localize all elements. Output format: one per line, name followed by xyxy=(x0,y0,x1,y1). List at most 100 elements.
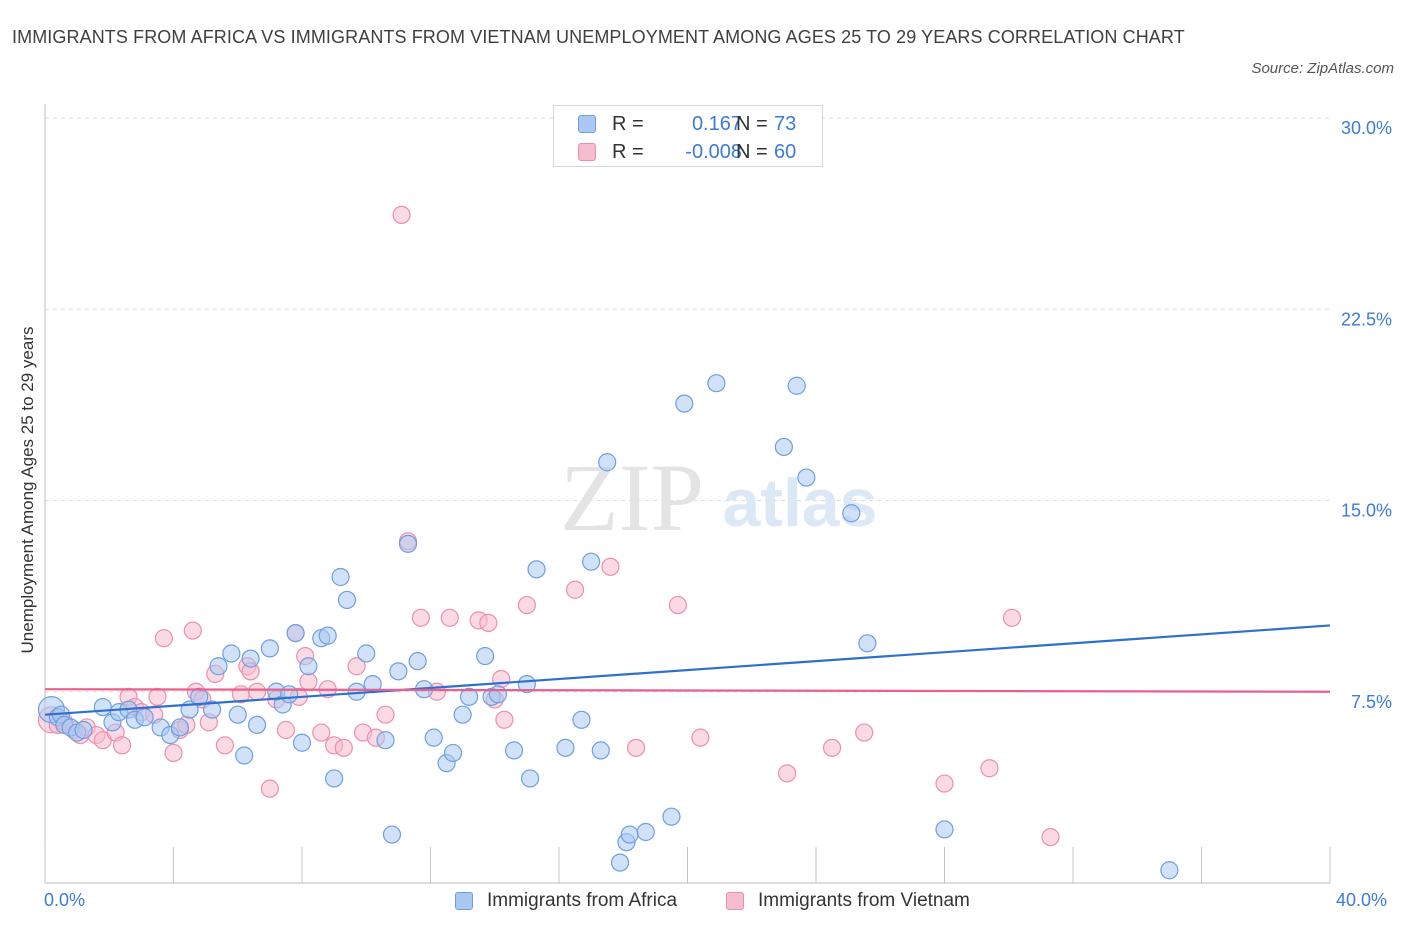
data-point-vietnam xyxy=(668,595,687,615)
data-point-africa xyxy=(398,534,418,553)
n-value: 73 xyxy=(774,113,797,135)
data-point-vietnam xyxy=(215,736,234,755)
data-point-vietnam xyxy=(935,774,954,793)
data-point-vietnam xyxy=(479,613,498,633)
data-point-africa xyxy=(662,807,681,826)
africa-swatch xyxy=(578,115,596,133)
r-label: R = xyxy=(612,113,644,135)
data-point-vietnam xyxy=(392,205,411,224)
series-legend: Immigrants from Africa Immigrants from V… xyxy=(0,889,1406,917)
data-point-africa xyxy=(286,623,305,643)
data-point-africa xyxy=(325,769,344,788)
data-point-africa xyxy=(598,453,617,472)
data-point-africa xyxy=(235,746,254,765)
data-point-africa xyxy=(504,741,524,760)
data-point-africa xyxy=(228,705,247,724)
data-point-africa xyxy=(241,649,260,668)
series-vietnam-points xyxy=(37,205,1060,847)
data-point-africa xyxy=(610,853,630,872)
data-point-africa xyxy=(260,639,279,658)
trendline-vietnam xyxy=(44,688,1331,693)
data-point-africa xyxy=(858,634,877,653)
data-point-vietnam xyxy=(517,595,536,615)
data-point-vietnam xyxy=(112,736,132,755)
y-tick-label: 7.5% xyxy=(1351,692,1392,712)
data-point-africa xyxy=(318,626,337,645)
data-point-vietnam xyxy=(276,720,296,740)
data-point-africa xyxy=(675,394,694,413)
data-point-africa xyxy=(190,687,209,706)
data-point-africa xyxy=(389,662,408,681)
axes xyxy=(44,104,1331,884)
data-point-vietnam xyxy=(492,669,511,689)
data-point-africa xyxy=(408,652,427,671)
y-tick-labels: 7.5% 15.0% 22.5% 30.0% xyxy=(1341,118,1392,712)
y-tick-label: 15.0% xyxy=(1341,501,1392,521)
data-point-africa xyxy=(337,590,357,610)
data-point-vietnam xyxy=(334,738,353,757)
data-point-africa xyxy=(797,468,816,487)
stats-legend: R = 0.167 N = 73 R = -0.008 N = 60 xyxy=(553,105,823,167)
data-point-vietnam xyxy=(247,682,267,701)
r-value: -0.008 xyxy=(685,141,742,163)
data-point-africa xyxy=(424,728,443,747)
data-point-vietnam xyxy=(164,743,183,763)
data-point-africa xyxy=(222,644,241,663)
data-point-vietnam xyxy=(855,723,874,742)
data-point-vietnam xyxy=(260,779,279,798)
data-point-africa xyxy=(331,567,350,587)
data-point-vietnam xyxy=(347,657,366,676)
data-point-vietnam xyxy=(822,738,842,757)
n-label: N = xyxy=(736,141,768,163)
data-point-africa xyxy=(357,644,376,663)
data-point-africa xyxy=(572,710,591,729)
data-point-africa xyxy=(935,820,954,839)
y-axis-label: Unemployment Among Ages 25 to 29 years xyxy=(18,326,37,654)
r-value: 0.167 xyxy=(691,113,742,135)
data-point-vietnam xyxy=(312,723,331,742)
data-point-vietnam xyxy=(691,728,710,747)
data-point-vietnam xyxy=(376,705,395,724)
data-point-africa xyxy=(280,685,299,704)
vietnam-swatch xyxy=(726,892,744,910)
data-point-africa xyxy=(247,715,267,735)
data-point-africa xyxy=(582,552,601,571)
trendline-africa xyxy=(44,624,1331,716)
data-point-africa xyxy=(1160,861,1179,880)
data-point-africa xyxy=(292,733,312,752)
data-point-vietnam xyxy=(601,557,620,576)
data-point-africa xyxy=(591,741,610,760)
legend-label-vietnam: Immigrants from Vietnam xyxy=(758,890,970,911)
data-point-vietnam xyxy=(299,672,318,691)
data-point-africa xyxy=(636,822,655,842)
data-point-vietnam xyxy=(1002,608,1022,627)
vietnam-swatch xyxy=(578,143,596,161)
data-point-vietnam xyxy=(495,710,514,729)
data-point-africa xyxy=(476,646,495,666)
n-value: 60 xyxy=(774,141,797,163)
data-point-vietnam xyxy=(154,629,173,648)
data-point-africa xyxy=(443,743,463,763)
n-label: N = xyxy=(736,113,768,135)
data-point-vietnam xyxy=(1041,827,1060,847)
data-point-africa xyxy=(620,825,639,844)
data-point-africa xyxy=(170,718,190,737)
data-point-vietnam xyxy=(440,608,459,627)
x-tick-label-max: 40.0% xyxy=(1336,890,1388,910)
chart-title: IMMIGRANTS FROM AFRICA VS IMMIGRANTS FRO… xyxy=(12,27,1185,47)
series-africa-points xyxy=(37,374,1179,880)
data-point-africa xyxy=(382,825,402,844)
data-point-africa xyxy=(842,504,861,523)
data-point-vietnam xyxy=(565,580,585,599)
data-point-vietnam xyxy=(777,764,797,783)
data-point-africa xyxy=(453,705,472,724)
data-point-africa xyxy=(527,560,546,579)
data-point-africa xyxy=(93,697,112,717)
data-point-africa xyxy=(376,731,395,750)
data-point-vietnam xyxy=(148,687,167,706)
africa-swatch xyxy=(455,892,473,910)
data-point-africa xyxy=(299,657,318,676)
legend-label-africa: Immigrants from Africa xyxy=(487,890,678,911)
data-point-vietnam xyxy=(183,621,202,640)
